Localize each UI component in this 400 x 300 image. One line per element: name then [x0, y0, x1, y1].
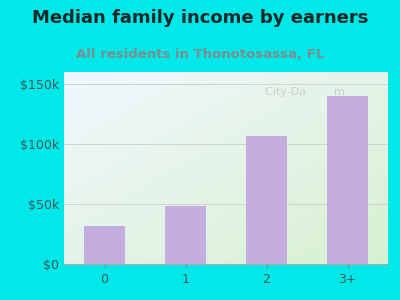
Bar — [246, 136, 287, 264]
Bar — [327, 96, 368, 264]
Bar — [84, 226, 125, 264]
Text: Median family income by earners: Median family income by earners — [32, 9, 368, 27]
Bar — [165, 206, 206, 264]
Text: All residents in Thonotosassa, FL: All residents in Thonotosassa, FL — [76, 48, 324, 61]
Text: City-Da        m: City-Da m — [265, 87, 345, 97]
